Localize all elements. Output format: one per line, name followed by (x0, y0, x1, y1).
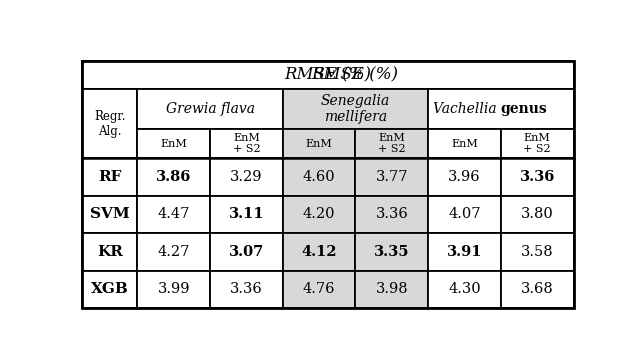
Text: 3.91: 3.91 (447, 245, 483, 259)
Text: XGB: XGB (91, 282, 129, 296)
Text: EnM
+ S2: EnM + S2 (524, 133, 551, 154)
Text: 3.36: 3.36 (230, 282, 263, 296)
Text: genus: genus (501, 102, 548, 116)
Text: 3.99: 3.99 (157, 282, 190, 296)
Text: Regr.
Alg.: Regr. Alg. (94, 110, 125, 138)
Text: 3.36: 3.36 (520, 170, 555, 184)
Text: Vachellia: Vachellia (433, 102, 501, 116)
Text: 3.29: 3.29 (230, 170, 263, 184)
Text: 3.36: 3.36 (376, 207, 408, 221)
Text: 3.07: 3.07 (229, 245, 264, 259)
Text: 3.11: 3.11 (228, 207, 264, 221)
Text: SVM: SVM (90, 207, 130, 221)
Text: RMSE (%): RMSE (%) (285, 66, 371, 83)
Text: 3.98: 3.98 (376, 282, 408, 296)
Text: 4.12: 4.12 (301, 245, 337, 259)
Text: RMSE (%): RMSE (%) (311, 66, 397, 83)
Text: Grewia flava: Grewia flava (166, 102, 255, 116)
Text: 4.47: 4.47 (157, 207, 190, 221)
Text: 3.80: 3.80 (521, 207, 554, 221)
Text: 3.96: 3.96 (448, 170, 481, 184)
Text: 3.58: 3.58 (521, 245, 554, 259)
Text: RF: RF (98, 170, 122, 184)
Text: KR: KR (97, 245, 123, 259)
Text: EnM
+ S2: EnM + S2 (233, 133, 260, 154)
Text: EnM
+ S2: EnM + S2 (378, 133, 406, 154)
Text: EnM: EnM (161, 139, 187, 149)
Text: Senegalia
mellifera: Senegalia mellifera (321, 94, 390, 124)
Text: 4.07: 4.07 (448, 207, 481, 221)
Text: EnM: EnM (451, 139, 478, 149)
Text: 4.76: 4.76 (303, 282, 335, 296)
Text: 4.20: 4.20 (303, 207, 335, 221)
Text: EnM: EnM (306, 139, 333, 149)
Text: 4.60: 4.60 (303, 170, 335, 184)
Text: 3.77: 3.77 (376, 170, 408, 184)
Text: 3.86: 3.86 (156, 170, 191, 184)
Text: 3.35: 3.35 (374, 245, 410, 259)
Text: 4.30: 4.30 (448, 282, 481, 296)
Text: 4.27: 4.27 (157, 245, 190, 259)
Text: 3.68: 3.68 (521, 282, 554, 296)
